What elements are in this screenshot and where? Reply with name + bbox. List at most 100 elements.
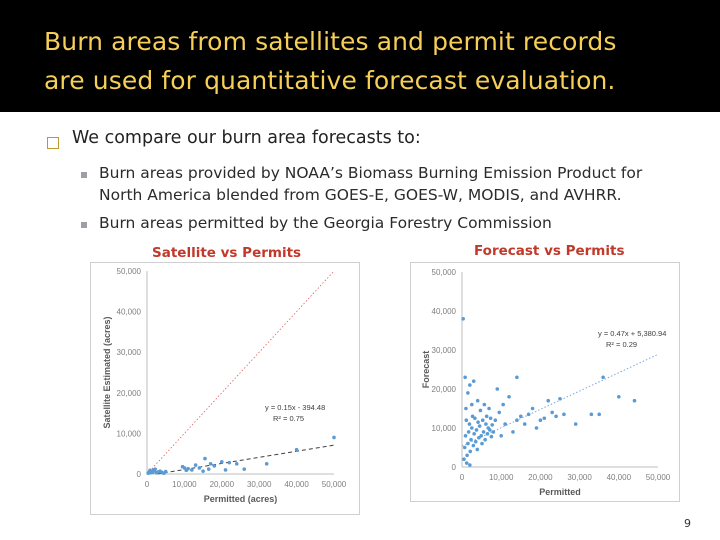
data-point [223, 468, 228, 472]
data-point [493, 418, 498, 422]
page-number: 9 [684, 517, 691, 530]
data-point [476, 420, 480, 424]
data-point [242, 467, 247, 471]
y-axis-title: Satellite Estimated (acres) [102, 316, 112, 428]
slide-title-line-2: are used for quantitative forecast evalu… [44, 66, 616, 95]
data-point [489, 434, 494, 439]
data-point [487, 406, 491, 411]
trendline-equation: y = 0.15x - 394.48 [265, 403, 325, 412]
square-bullet-icon [81, 172, 87, 178]
data-point [474, 428, 479, 432]
trendline-equation: y = 0.47x + 5,380.94 [598, 329, 666, 338]
x-tick-label: 50,000 [322, 480, 347, 489]
data-point [519, 414, 523, 419]
data-point [501, 402, 505, 407]
data-point [464, 406, 468, 411]
chart-satellite-vs-permits: 0 10,000 20,000 30,000 40,000 50,000 0 10,000 20… [90, 262, 360, 515]
chart-title-forecast: Forecast vs Permits [474, 243, 625, 259]
x-tick-label: 10,000 [172, 480, 197, 489]
data-point [488, 416, 493, 421]
data-point [480, 441, 484, 446]
data-point [479, 434, 484, 438]
data-point [472, 432, 476, 436]
data-point [468, 449, 473, 454]
y-tick-label: 50,000 [432, 268, 457, 277]
data-point [463, 375, 467, 380]
x-tick-label: 20,000 [528, 473, 553, 482]
y-axis-title: Forecast [421, 351, 431, 389]
data-point [471, 379, 476, 383]
y-tick-label: 30,000 [117, 348, 142, 357]
data-point [294, 447, 299, 452]
y-tick-label: 50,000 [117, 267, 142, 276]
data-point [467, 422, 472, 426]
data-point [466, 430, 471, 434]
data-point [464, 461, 469, 465]
data-point [478, 408, 483, 413]
y-tick-label: 20,000 [117, 389, 142, 398]
data-point [497, 410, 502, 415]
data-point [206, 467, 211, 471]
data-point [466, 441, 470, 446]
data-point [601, 375, 605, 380]
data-point [589, 412, 594, 417]
data-point [464, 418, 469, 422]
chart-forecast-vs-permits: 0 10,000 20,000 30,000 40,000 50,000 0 10,000 20… [410, 262, 680, 502]
data-point [484, 414, 489, 419]
data-point [466, 391, 470, 395]
data-point [473, 416, 477, 421]
slide-title-line-1: Burn areas from satellites and permit re… [44, 27, 617, 56]
data-point [470, 426, 474, 430]
data-point [546, 398, 551, 403]
data-point [186, 466, 190, 471]
data-point [480, 418, 485, 422]
x-tick-label: 10,000 [489, 473, 514, 482]
data-point [534, 426, 539, 430]
data-point [550, 410, 554, 415]
data-point [538, 418, 543, 422]
y-tick-label: 20,000 [432, 385, 457, 394]
data-point [562, 412, 566, 417]
data-point [153, 467, 158, 471]
x-tick-label: 50,000 [646, 473, 671, 482]
data-point [203, 456, 207, 461]
data-point [148, 468, 152, 473]
data-point [503, 422, 507, 426]
y-tick-label: 40,000 [432, 307, 457, 316]
data-point [515, 375, 519, 380]
y-tick-label: 10,000 [117, 429, 142, 438]
data-point [163, 469, 168, 474]
x-tick-label: 0 [460, 473, 465, 482]
y-tick-label: 0 [452, 463, 457, 472]
data-point [468, 383, 472, 387]
y-tick-label: 10,000 [432, 424, 457, 433]
bullet-level2-1a: Burn areas provided by NOAA’s Biomass Bu… [99, 164, 643, 182]
data-point [468, 463, 472, 467]
data-point [208, 462, 213, 466]
data-point [490, 423, 494, 427]
r-squared-label: R² = 0.29 [606, 340, 637, 349]
data-point [507, 395, 511, 399]
chart-title-satellite: Satellite vs Permits [152, 245, 302, 261]
data-point [332, 435, 336, 440]
data-point [212, 464, 217, 468]
r-squared-label: R² = 0.75 [273, 414, 304, 423]
bullet-level2-2: Burn areas permitted by the Georgia Fore… [99, 214, 552, 232]
data-point [475, 398, 480, 403]
data-point [193, 463, 198, 467]
data-point [573, 422, 578, 426]
title-bar [0, 0, 720, 112]
data-point [470, 402, 474, 407]
square-bullet-icon [81, 222, 87, 228]
data-point [469, 437, 473, 442]
data-point [481, 430, 486, 434]
data-point [483, 437, 487, 442]
data-point [462, 457, 466, 461]
data-point [461, 317, 465, 321]
data-point [190, 468, 194, 472]
data-point [477, 424, 482, 428]
data-point [462, 445, 467, 450]
data-point [182, 466, 187, 470]
bullet-level1: We compare our burn area forecasts to: [72, 128, 421, 148]
data-point [465, 453, 469, 458]
